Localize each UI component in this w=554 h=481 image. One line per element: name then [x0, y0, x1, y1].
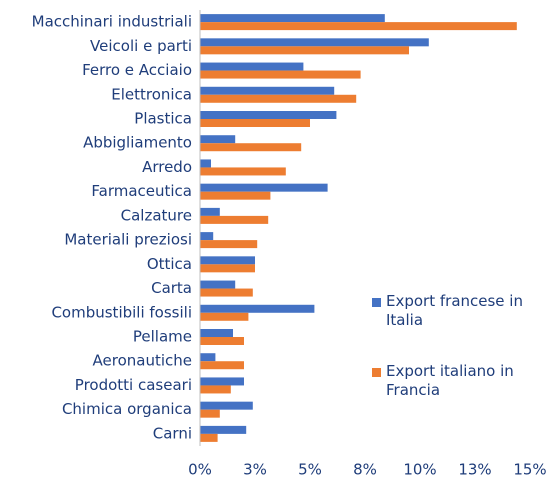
- bar: [200, 46, 409, 55]
- bar: [200, 312, 249, 321]
- bar: [200, 329, 233, 337]
- x-tick-label: 15%: [513, 461, 546, 479]
- y-tick-label: Ottica: [147, 255, 192, 273]
- bar: [200, 167, 286, 176]
- y-tick-label: Prodotti caseari: [75, 376, 192, 394]
- bar: [200, 240, 258, 249]
- x-tick-label: 0%: [188, 461, 212, 479]
- bar: [200, 159, 211, 168]
- bar: [200, 409, 220, 418]
- y-tick-label: Combustibili fossili: [51, 303, 192, 321]
- y-tick-label: Chimica organica: [62, 400, 192, 418]
- y-tick-label: Pellame: [133, 328, 192, 346]
- bar: [200, 377, 244, 386]
- bar: [200, 353, 216, 362]
- bar: [200, 425, 247, 434]
- x-tick-label: 3%: [243, 461, 267, 479]
- bar: [200, 183, 328, 192]
- y-tick-label: Aeronautiche: [93, 352, 192, 370]
- y-tick-label: Elettronica: [111, 85, 192, 103]
- bar: [200, 70, 361, 79]
- y-tick-label: Farmaceutica: [91, 182, 192, 200]
- y-tick-label: Macchinari industriali: [32, 13, 192, 31]
- bar: [200, 38, 429, 47]
- x-tick-label: 10%: [403, 461, 436, 479]
- y-tick-label: Carta: [151, 279, 192, 297]
- bar: [200, 304, 315, 313]
- bar: [200, 433, 218, 442]
- x-tick-label: 5%: [298, 461, 322, 479]
- bar: [200, 94, 357, 103]
- bar: [200, 232, 214, 241]
- bar: [200, 191, 271, 200]
- x-tick-label: 8%: [353, 461, 377, 479]
- bar: [200, 111, 337, 119]
- y-tick-label: Abbigliamento: [83, 134, 192, 152]
- bar: [200, 86, 335, 95]
- y-tick-label: Arredo: [142, 158, 192, 176]
- bar: [200, 288, 253, 297]
- bar: [200, 22, 517, 31]
- y-tick-label: Carni: [153, 424, 192, 442]
- bar: [200, 361, 244, 370]
- bar: [200, 256, 255, 265]
- bar: [200, 215, 269, 224]
- bar: [200, 401, 253, 410]
- bar: [200, 207, 220, 216]
- bar: [200, 280, 236, 289]
- y-tick-label: Ferro e Acciaio: [82, 61, 192, 79]
- legend-label: Export francese in Italia: [386, 292, 523, 329]
- x-tick-label: 13%: [458, 461, 491, 479]
- bar: [200, 264, 255, 273]
- bar: [200, 119, 310, 127]
- bar: [200, 385, 231, 394]
- y-tick-label: Calzature: [121, 206, 192, 224]
- bar: [200, 135, 236, 144]
- y-tick-label: Materiali preziosi: [64, 231, 192, 249]
- bar: [200, 337, 244, 345]
- y-tick-label: Plastica: [134, 110, 192, 128]
- y-tick-label: Veicoli e parti: [90, 37, 192, 55]
- legend-swatch: [372, 368, 381, 377]
- bar: [200, 14, 385, 23]
- bar: [200, 143, 302, 152]
- bar: [200, 62, 304, 71]
- legend-label: Export italiano in Francia: [386, 362, 514, 399]
- legend-swatch: [372, 298, 381, 307]
